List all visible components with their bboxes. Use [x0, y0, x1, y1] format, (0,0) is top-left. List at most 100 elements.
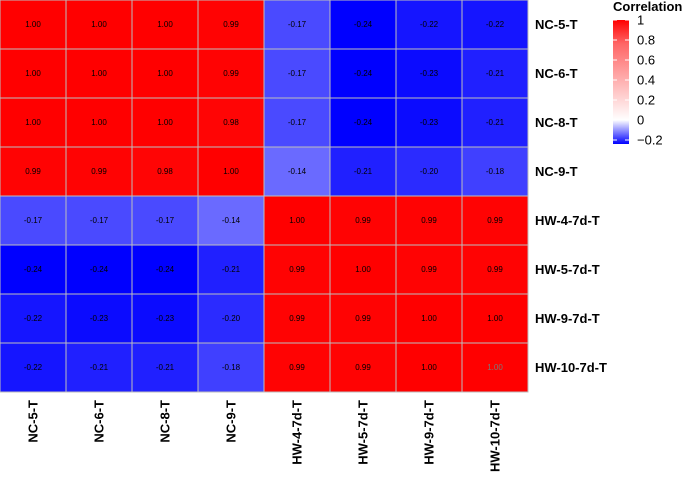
color-legend: Correlation 1 0.8 0.6 0.4 0.2 0 −0.2 — [613, 0, 682, 148]
row-label: HW-10-7d-T — [535, 360, 607, 375]
heatmap-cell — [65, 48, 133, 99]
heatmap-cell — [395, 48, 463, 99]
cell-value-label: 0.99 — [289, 265, 305, 274]
heatmap-cell — [329, 293, 397, 344]
heatmap-cell-labels: 1.00 1.00 1.00 0.99 -0.17 -0.24 -0.22 -0.22 1.00… — [24, 20, 505, 372]
row-label: HW-4-7d-T — [535, 213, 600, 228]
cell-value-label: -0.23 — [420, 69, 439, 78]
row-label: NC-5-T — [535, 17, 578, 32]
heatmap-cell — [395, 244, 463, 295]
cell-value-label: 0.99 — [223, 20, 239, 29]
cell-value-label: -0.17 — [288, 69, 307, 78]
cell-value-label: -0.18 — [222, 363, 241, 372]
cell-value-label: -0.21 — [486, 118, 505, 127]
cell-value-label: -0.23 — [90, 314, 109, 323]
cell-value-label: -0.21 — [90, 363, 109, 372]
cell-value-label: 0.99 — [355, 363, 371, 372]
column-label: NC-5-T — [26, 400, 41, 443]
column-label: NC-9-T — [224, 400, 239, 443]
heatmap-cell — [395, 342, 463, 393]
heatmap-cell — [131, 146, 199, 197]
cell-value-label: 0.99 — [421, 265, 437, 274]
heatmap-cell — [197, 48, 265, 99]
column-labels: NC-5-T NC-6-T NC-8-T NC-9-T HW-4-7d-T HW-5-7d… — [26, 400, 503, 472]
cell-value-label: -0.24 — [156, 265, 175, 274]
cell-value-label: -0.23 — [420, 118, 439, 127]
heatmap-cell — [461, 195, 529, 246]
cell-value-label: -0.17 — [24, 216, 43, 225]
heatmap-cell — [395, 146, 463, 197]
heatmap-cell — [263, 0, 331, 50]
heatmap-cell — [329, 195, 397, 246]
heatmap-cell — [197, 293, 265, 344]
cell-value-label: -0.24 — [90, 265, 109, 274]
heatmap-cell — [65, 146, 133, 197]
cell-value-label: -0.22 — [24, 314, 43, 323]
cell-value-label: 0.99 — [289, 363, 305, 372]
cell-value-label: 0.99 — [355, 314, 371, 323]
heatmap-cell — [65, 293, 133, 344]
heatmap-cell — [197, 97, 265, 148]
legend-tick-label: 0.6 — [637, 53, 655, 68]
cell-value-label: -0.22 — [420, 20, 439, 29]
heatmap-cell — [395, 97, 463, 148]
column-label: HW-4-7d-T — [290, 400, 305, 465]
heatmap-cell — [461, 342, 529, 393]
cell-value-label: 0.98 — [157, 167, 173, 176]
row-label: HW-9-7d-T — [535, 311, 600, 326]
column-label: HW-5-7d-T — [356, 400, 371, 465]
heatmap-cell — [461, 0, 529, 50]
cell-value-label: 0.99 — [223, 69, 239, 78]
column-label: HW-10-7d-T — [488, 400, 503, 472]
cell-value-label: 1.00 — [25, 20, 41, 29]
cell-value-label: 1.00 — [355, 265, 371, 274]
heatmap-cell — [329, 342, 397, 393]
cell-value-label: 1.00 — [157, 69, 173, 78]
row-labels: NC-5-T NC-6-T NC-8-T NC-9-T HW-4-7d-T HW-5-7d… — [535, 17, 607, 375]
heatmap-cells — [0, 0, 529, 393]
cell-value-label: -0.21 — [354, 167, 373, 176]
heatmap-cell — [263, 195, 331, 246]
heatmap-cell — [461, 48, 529, 99]
cell-value-label: -0.17 — [288, 118, 307, 127]
cell-value-label: 1.00 — [157, 20, 173, 29]
heatmap-cell — [65, 244, 133, 295]
cell-value-label: -0.17 — [156, 216, 175, 225]
cell-value-label: -0.24 — [354, 69, 373, 78]
legend-tick-label: −0.2 — [637, 133, 663, 148]
heatmap-cell — [0, 146, 67, 197]
legend-tick-label: 0 — [637, 113, 644, 128]
cell-value-label: -0.14 — [222, 216, 241, 225]
heatmap-cell — [461, 293, 529, 344]
cell-value-label: -0.23 — [156, 314, 175, 323]
row-label: HW-5-7d-T — [535, 262, 600, 277]
cell-value-label: 1.00 — [25, 118, 41, 127]
cell-value-label: -0.21 — [156, 363, 175, 372]
heatmap-cell — [131, 97, 199, 148]
legend-tick-label: 0.2 — [637, 93, 655, 108]
column-label: HW-9-7d-T — [422, 400, 437, 465]
legend-colorbar — [613, 20, 629, 144]
heatmap-cell — [0, 293, 67, 344]
cell-value-label: -0.17 — [288, 20, 307, 29]
legend-tick-label: 0.8 — [637, 33, 655, 48]
legend-title: Correlation — [613, 0, 682, 14]
cell-value-label: 0.99 — [421, 216, 437, 225]
cell-value-label: -0.21 — [486, 69, 505, 78]
cell-value-label: 1.00 — [421, 363, 437, 372]
row-label: NC-6-T — [535, 66, 578, 81]
heatmap-cell — [395, 0, 463, 50]
cell-value-label: 0.99 — [91, 167, 107, 176]
cell-value-label: -0.20 — [420, 167, 439, 176]
cell-value-label: 1.00 — [91, 20, 107, 29]
column-label: NC-8-T — [158, 400, 173, 443]
cell-value-label: -0.22 — [486, 20, 505, 29]
heatmap-cell — [329, 97, 397, 148]
cell-value-label: 1.00 — [91, 69, 107, 78]
cell-value-label: 0.98 — [223, 118, 239, 127]
cell-value-label: 0.99 — [25, 167, 41, 176]
heatmap-cell — [65, 0, 133, 50]
heatmap-cell — [197, 146, 265, 197]
cell-value-label: 1.00 — [223, 167, 239, 176]
